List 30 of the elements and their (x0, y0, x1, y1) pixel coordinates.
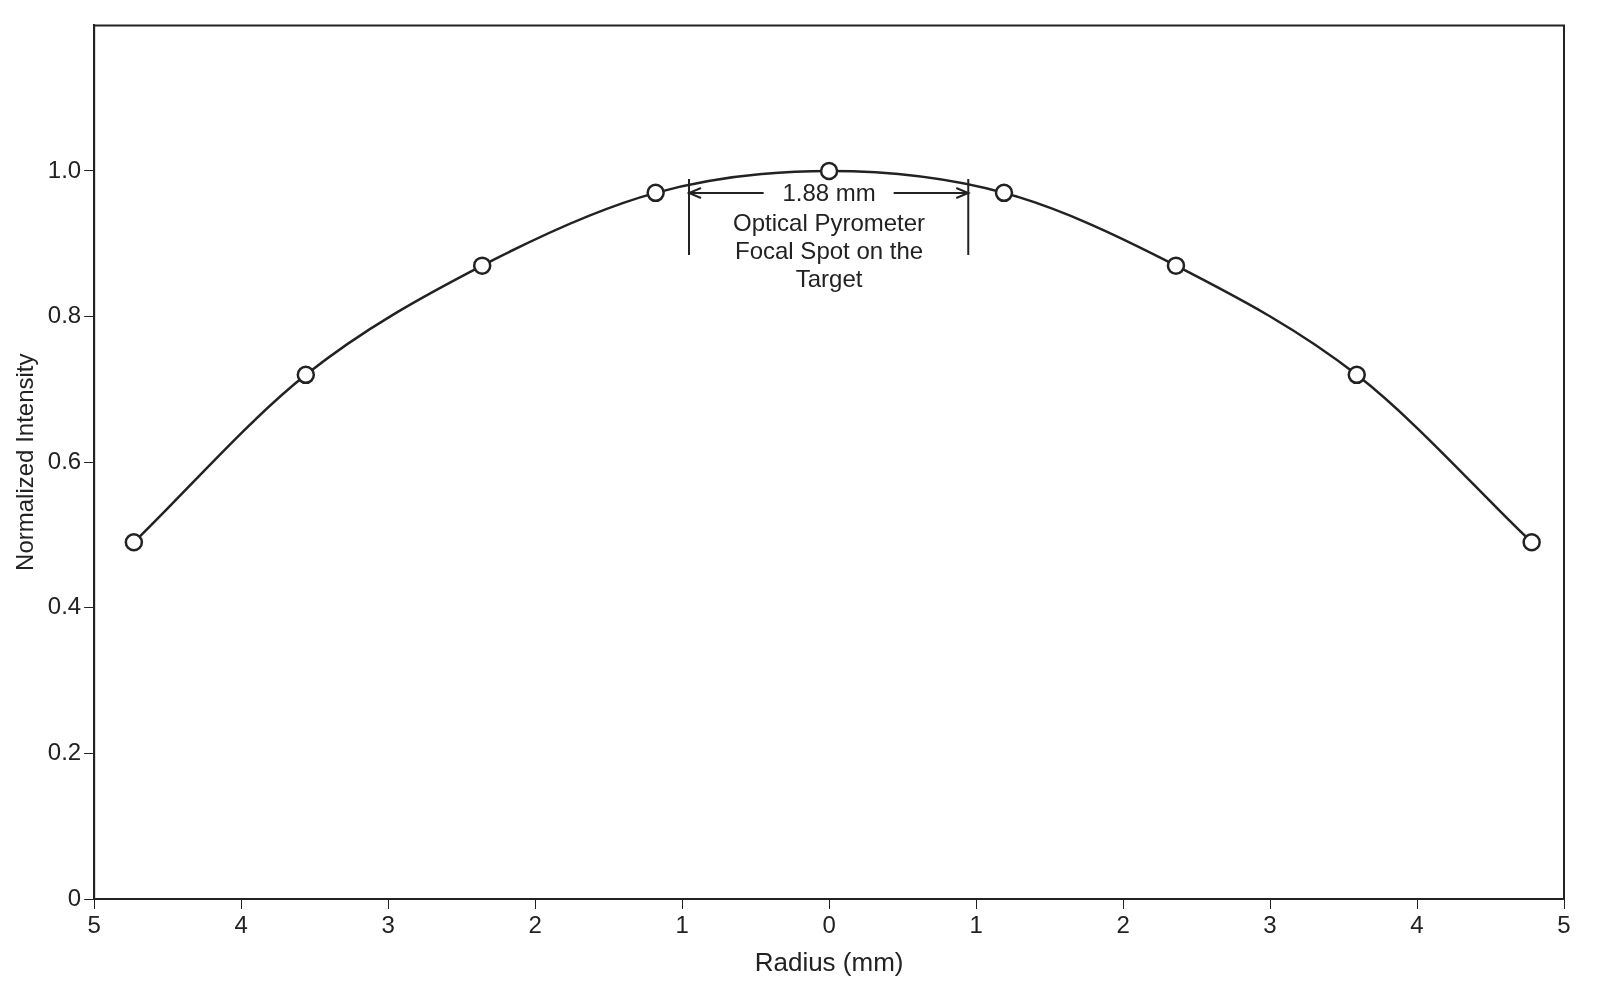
x-tick-label: 4 (1410, 911, 1424, 939)
x-tick-label: 1 (675, 911, 689, 939)
y-axis-title: Normalized Intensity (11, 353, 39, 571)
point (994, 183, 1014, 203)
x-tick-label: 2 (528, 911, 542, 939)
x-tick-label: 5 (87, 911, 101, 939)
x-tick-label: 0 (822, 911, 836, 939)
y-tick-label: 0.6 (47, 446, 82, 474)
y-tick-label: 0.2 (47, 738, 82, 766)
point (819, 161, 839, 181)
point (124, 533, 144, 552)
annotation: Optical Pyrometer Focal Spot on the Target (732, 209, 927, 294)
y-tick-label: 1.0 (47, 155, 82, 183)
x-tick-label: 2 (1116, 911, 1130, 939)
annotation: 1.88 mm (781, 179, 877, 208)
point (646, 183, 665, 203)
x-tick-label: 4 (234, 911, 248, 939)
x-tick-label: 3 (381, 911, 395, 939)
point (1522, 533, 1541, 552)
y-tick-label: 0.4 (47, 592, 82, 620)
point (472, 256, 492, 275)
x-tick-label: 3 (1263, 911, 1277, 939)
x-tick-label: 1 (969, 911, 983, 939)
point (1347, 365, 1366, 385)
point (1166, 256, 1186, 275)
y-tick-label: 0 (67, 883, 82, 911)
y-tick-label: 0.8 (47, 301, 82, 329)
point (296, 365, 316, 385)
x-axis-title: Radius (mm) (754, 946, 904, 977)
x-tick-label: 5 (1557, 911, 1571, 939)
